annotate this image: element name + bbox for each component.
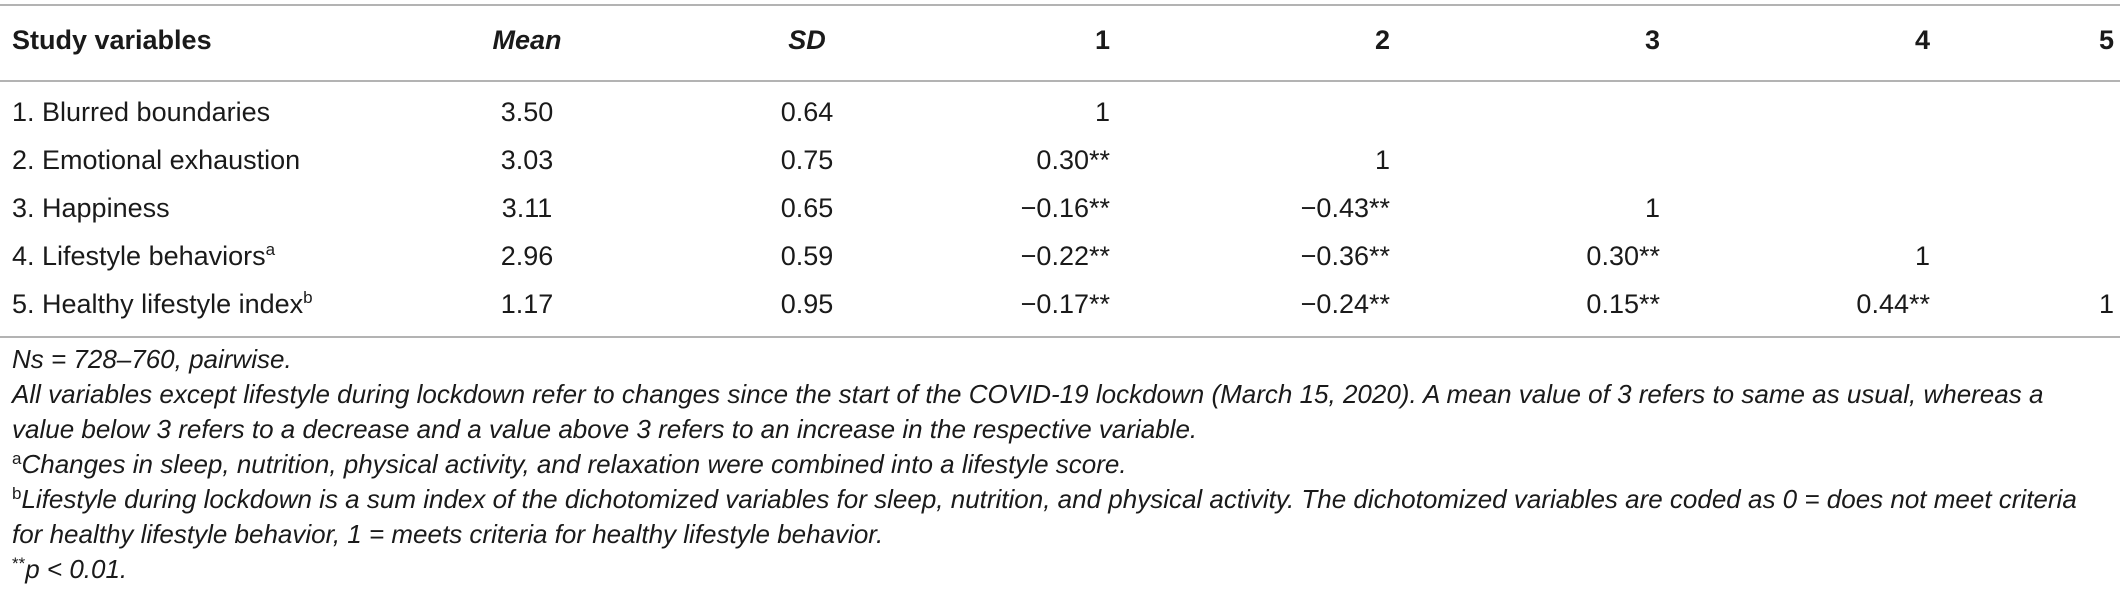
cell-col-2: −0.36**	[1300, 241, 1390, 271]
cell-col-4: 0.44**	[1856, 289, 1930, 319]
footnote-b-mark: b	[12, 484, 22, 503]
header-col-3: 3	[1644, 25, 1660, 55]
table-top-rule	[0, 4, 2120, 6]
table-bottom-rule	[0, 336, 2120, 338]
cell-col-1: −0.16**	[1020, 193, 1110, 223]
row-label: 4. Lifestyle behaviorsa	[12, 240, 276, 271]
cell-sd: 0.59	[780, 241, 834, 271]
cell-col-2: −0.43**	[1300, 193, 1390, 223]
footnote-variables: All variables except lifestyle during lo…	[12, 379, 2044, 444]
cell-col-1: 0.30**	[1036, 145, 1110, 175]
header-col-1: 1	[1094, 25, 1110, 55]
header-mean: Mean	[492, 25, 562, 55]
header-col-2: 2	[1374, 25, 1390, 55]
table-header-row: Study variables Mean SD 1 2 3 4 5	[0, 20, 2120, 60]
footnote-p-mark: **	[12, 554, 26, 573]
cell-mean: 3.03	[500, 145, 554, 175]
cell-col-3: 0.15**	[1586, 289, 1660, 319]
footnote-ns: Ns = 728–760, pairwise.	[12, 344, 292, 374]
row-label: 1. Blurred boundaries	[12, 97, 271, 127]
table-footnotes: Ns = 728–760, pairwise. All variables ex…	[12, 342, 2112, 587]
cell-col-2: 1	[1374, 145, 1390, 175]
footnote-b: bLifestyle during lockdown is a sum inde…	[12, 484, 2077, 549]
cell-mean: 3.11	[501, 193, 553, 223]
table-header-rule	[0, 80, 2120, 82]
header-study-variables: Study variables	[12, 25, 212, 55]
cell-col-4: 1	[1914, 241, 1930, 271]
cell-sd: 0.65	[780, 193, 834, 223]
table-row: 2. Emotional exhaustion 3.03 0.75 0.30**…	[0, 140, 2120, 180]
header-col-4: 4	[1914, 25, 1930, 55]
cell-col-1: −0.22**	[1020, 241, 1110, 271]
header-sd: SD	[788, 25, 826, 55]
row-label: 3. Happiness	[12, 193, 170, 223]
table-row: 1. Blurred boundaries 3.50 0.64 1	[0, 92, 2120, 132]
table-row: 4. Lifestyle behaviorsa 2.96 0.59 −0.22*…	[0, 236, 2120, 276]
cell-sd: 0.95	[780, 289, 834, 319]
table-row: 3. Happiness 3.11 0.65 −0.16** −0.43** 1	[0, 188, 2120, 228]
cell-col-1: 1	[1094, 97, 1110, 127]
footnote-a-mark: a	[12, 449, 22, 468]
table-row: 5. Healthy lifestyle indexb 1.17 0.95 −0…	[0, 284, 2120, 324]
cell-mean: 2.96	[500, 241, 554, 271]
footnote-p: **p < 0.01.	[12, 554, 128, 584]
cell-col-5: 1	[2098, 289, 2114, 319]
header-col-5: 5	[2098, 25, 2114, 55]
cell-col-3: 0.30**	[1586, 241, 1660, 271]
footnote-a: aChanges in sleep, nutrition, physical a…	[12, 449, 1127, 479]
row-label: 2. Emotional exhaustion	[12, 145, 301, 175]
cell-col-3: 1	[1644, 193, 1660, 223]
cell-mean: 3.50	[500, 97, 554, 127]
row-label: 5. Healthy lifestyle indexb	[12, 288, 313, 319]
cell-col-1: −0.17**	[1020, 289, 1110, 319]
cell-sd: 0.64	[780, 97, 834, 127]
cell-col-2: −0.24**	[1300, 289, 1390, 319]
cell-mean: 1.17	[500, 289, 554, 319]
cell-sd: 0.75	[780, 145, 834, 175]
